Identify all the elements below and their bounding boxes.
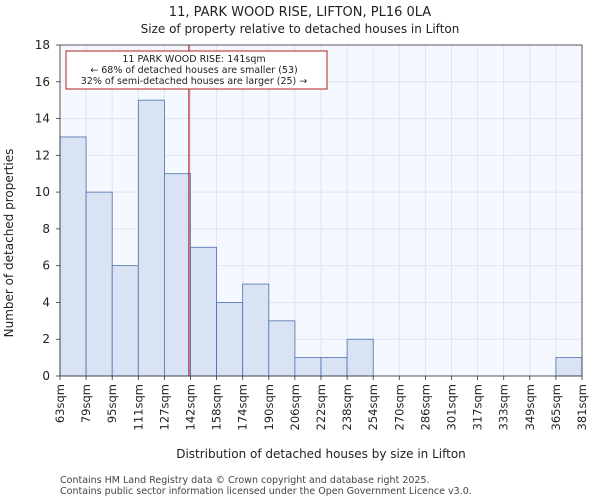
- y-tick-label: 16: [35, 75, 50, 89]
- x-axis-ticks: 63sqm 79sqm 95sqm 111sqm 127sqm 142sqm 158sqm 1…: [53, 376, 589, 430]
- bar: [111, 265, 139, 377]
- x-tick-label: 174sqm: [236, 384, 250, 430]
- annotation-box: 11 PARK WOOD RISE: 141sqm ← 68% of detac…: [65, 50, 328, 90]
- x-tick-label: 270sqm: [392, 384, 406, 430]
- annotation-line-2: ← 68% of detached houses are smaller (53…: [90, 65, 297, 76]
- bar: [268, 320, 296, 377]
- chart-title: 11, PARK WOOD RISE, LIFTON, PL16 0LA: [169, 5, 432, 20]
- x-tick-label: 79sqm: [79, 384, 93, 423]
- y-axis-label: Number of detached properties: [2, 149, 16, 338]
- bars: [59, 99, 583, 377]
- y-tick-label: 14: [35, 112, 50, 126]
- x-tick-label: 333sqm: [497, 384, 511, 430]
- x-axis-label: Distribution of detached houses by size …: [176, 447, 466, 461]
- x-tick-label: 301sqm: [445, 384, 459, 430]
- x-tick-label: 238sqm: [340, 384, 354, 430]
- x-tick-label: 381sqm: [575, 384, 589, 430]
- bar: [294, 357, 322, 377]
- bar: [320, 357, 348, 377]
- chart-subtitle: Size of property relative to detached ho…: [141, 22, 460, 36]
- x-tick-label: 317sqm: [471, 384, 485, 430]
- x-tick-label: 365sqm: [549, 384, 563, 430]
- bar: [163, 173, 191, 377]
- x-tick-label: 349sqm: [523, 384, 537, 430]
- x-tick-label: 286sqm: [418, 384, 432, 430]
- bar: [85, 191, 113, 377]
- bar: [346, 338, 374, 377]
- bar: [242, 283, 270, 377]
- y-tick-label: 8: [42, 222, 50, 236]
- x-tick-label: 206sqm: [288, 384, 302, 430]
- footer-line-2: Contains public sector information licen…: [60, 486, 472, 497]
- x-tick-label: 190sqm: [262, 384, 276, 430]
- x-tick-label: 127sqm: [157, 384, 171, 430]
- x-tick-label: 222sqm: [314, 384, 328, 430]
- y-tick-label: 10: [35, 185, 50, 199]
- footer-line-1: Contains HM Land Registry data © Crown c…: [60, 475, 430, 486]
- x-tick-label: 63sqm: [53, 384, 67, 423]
- bar: [137, 99, 165, 377]
- annotation-line-3: 32% of semi-detached houses are larger (…: [81, 76, 308, 87]
- bar: [190, 246, 218, 377]
- y-tick-label: 6: [42, 259, 50, 273]
- bar: [59, 136, 87, 377]
- bar: [216, 302, 244, 377]
- x-tick-label: 254sqm: [366, 384, 380, 430]
- y-tick-label: 18: [35, 38, 50, 52]
- x-tick-label: 142sqm: [184, 384, 198, 430]
- y-tick-label: 2: [42, 332, 50, 346]
- y-tick-label: 0: [42, 369, 50, 383]
- annotation-line-1: 11 PARK WOOD RISE: 141sqm: [122, 54, 265, 65]
- x-tick-label: 95sqm: [105, 384, 119, 423]
- y-tick-label: 12: [35, 148, 50, 162]
- y-axis-ticks: 0 2 4 6 8 10 12 14 16 18: [35, 38, 60, 383]
- y-tick-label: 4: [42, 295, 50, 309]
- bar: [555, 357, 583, 377]
- x-tick-label: 111sqm: [131, 384, 145, 430]
- x-tick-label: 158sqm: [210, 384, 224, 430]
